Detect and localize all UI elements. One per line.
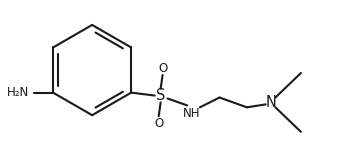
Text: N: N: [266, 95, 277, 110]
Text: S: S: [156, 88, 165, 103]
Text: O: O: [158, 62, 167, 75]
Text: H₂N: H₂N: [7, 86, 29, 99]
Text: NH: NH: [183, 107, 201, 120]
Text: O: O: [154, 117, 163, 130]
